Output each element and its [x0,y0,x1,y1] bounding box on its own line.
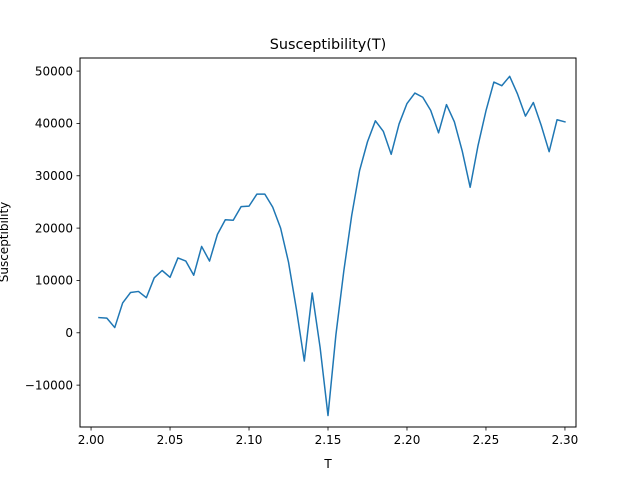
axes-frame [79,57,577,428]
y-axis-label: Susceptibility [0,202,11,283]
y-tick-label: 50000 [35,64,73,78]
y-tick-label: −10000 [25,378,73,392]
plot-area [98,75,566,417]
x-tick-label: 2.20 [394,433,421,447]
y-tick-label: 20000 [35,221,73,235]
y-tick-label: 30000 [35,169,73,183]
x-tick-label: 2.30 [552,433,579,447]
x-tick-label: 2.00 [78,433,105,447]
series-line [98,75,566,417]
x-tick-label: 2.15 [315,433,342,447]
chart-title: Susceptibility(T) [270,37,387,53]
x-tick-label: 2.05 [157,433,184,447]
y-tick-label: 0 [65,326,73,340]
x-tick-label: 2.10 [236,433,263,447]
y-tick-label: 10000 [35,274,73,288]
y-tick-label: 40000 [35,117,73,131]
y-axis-ticks: −10000 0 10000 20000 30000 40000 50000 [25,64,80,392]
x-tick-label: 2.25 [473,433,500,447]
x-axis-ticks: 2.00 2.05 2.10 2.15 2.20 2.25 2.30 [78,427,579,447]
x-axis-label: T [323,457,332,471]
